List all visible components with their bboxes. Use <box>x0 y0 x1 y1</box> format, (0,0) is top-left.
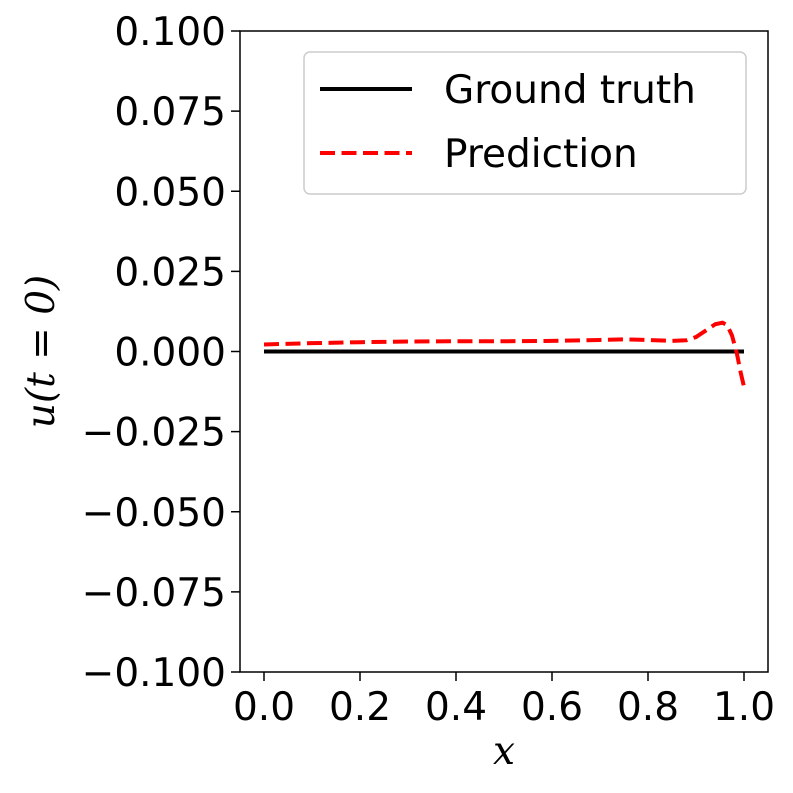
series-line-prediction <box>263 320 746 388</box>
y-tick-label: 0.000 <box>114 331 226 376</box>
x-tick-label: 1.0 <box>713 685 775 730</box>
y-tick-label: −0.075 <box>82 571 226 616</box>
x-axis-label: x <box>493 729 515 774</box>
legend-label: Prediction <box>444 132 638 177</box>
legend-box <box>303 51 747 195</box>
y-tick-label: 0.100 <box>114 10 226 55</box>
x-tick-label: 0.4 <box>425 685 487 730</box>
x-tick-label: 0.6 <box>521 685 583 730</box>
x-tick-label: 0.8 <box>617 685 679 730</box>
y-tick-label: −0.050 <box>82 491 226 536</box>
x-tick-label: 0.2 <box>329 685 391 730</box>
legend-label: Ground truth <box>444 68 696 113</box>
x-tick-label: 0.0 <box>233 685 295 730</box>
y-axis-label: u(t = 0) <box>19 275 64 429</box>
y-tick-label: 0.025 <box>114 250 226 295</box>
y-tick-label: −0.025 <box>82 411 226 456</box>
y-tick-label: 0.050 <box>114 170 226 215</box>
y-tick-label: −0.100 <box>82 651 226 696</box>
y-tick-label: 0.075 <box>114 90 226 135</box>
